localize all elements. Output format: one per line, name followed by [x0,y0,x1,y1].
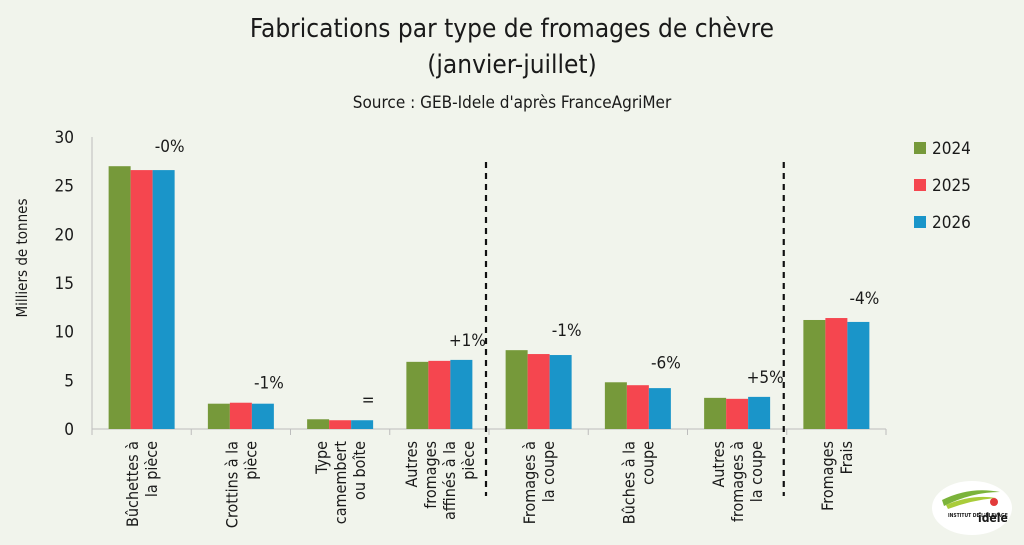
bar-annotation: -6% [651,353,681,373]
x-category-label: ou boîte [350,441,369,500]
bar-2024 [406,361,429,429]
x-category-label: Fromages [818,441,837,511]
y-tick-label: 5 [64,371,74,391]
bar-2026 [847,321,870,429]
legend-swatch-2025 [914,179,926,191]
bar-2025 [229,402,252,429]
x-category-label: Autres [402,441,421,488]
y-axis-label: Milliers de tonnes [13,199,31,318]
bar-2026 [152,170,175,430]
bar-2025 [428,360,451,429]
bar-2025 [329,420,352,429]
logo-name-text: idele [978,511,1008,525]
y-tick-label: 15 [55,274,74,294]
x-category-label: la coupe [747,441,766,502]
idele-logo: INSTITUT DE L'ÉLEVAGE idele [930,478,1014,538]
legend-swatch-2024 [914,142,926,154]
bar-2025 [130,170,153,430]
bar-annotation: = [362,390,375,410]
x-category-label: Type [312,441,331,475]
chart-subtitle: Source : GEB-Idele d'après FranceAgriMer [352,93,672,113]
bar-2026 [351,420,374,429]
y-tick-label: 10 [55,323,74,343]
bar-annotation: -4% [849,289,879,309]
legend-label: 2024 [932,139,971,159]
y-tick-label: 30 [55,128,74,148]
bar-2026 [251,403,274,429]
legend-label: 2025 [932,176,971,196]
bar-2025 [825,318,848,429]
x-category-label: Crottins à la [222,441,241,528]
x-category-label: Bûches à la [619,441,638,524]
bar-2024 [307,419,330,429]
bar-annotation: -1% [552,321,582,341]
logo-institute-text: INSTITUT DE L'ÉLEVAGE [948,511,1008,519]
bar-2026 [450,359,473,429]
bar-2025 [626,385,649,429]
bar-2024 [207,403,230,429]
bar-annotation: -0% [155,137,185,157]
x-category-label: Autres [709,441,728,488]
x-category-label: la pièce [142,441,161,497]
bar-annotation: -1% [254,374,284,394]
x-category-label: fromages à [728,441,747,522]
bar-annotation: +5% [747,368,784,388]
chart-title-period: (janvier-juillet) [427,50,597,80]
x-category-label: pièce [459,441,478,480]
x-category-label: camembert [331,441,350,525]
x-category-label: fromages [421,441,440,509]
x-category-label: la coupe [539,441,558,502]
bar-2024 [505,350,528,429]
bar-2026 [748,396,771,429]
bar-2024 [604,382,627,429]
bar-2026 [648,388,671,429]
x-category-label: affinés à la [440,441,459,520]
x-category-label: coupe [638,441,657,485]
legend-swatch-2026 [914,216,926,228]
y-tick-label: 25 [55,177,74,197]
y-tick-label: 0 [64,420,74,440]
legend-label: 2026 [932,213,971,233]
bar-2024 [108,166,131,429]
bar-annotation: +1% [449,331,486,351]
bar-2024 [704,397,727,429]
x-category-label: pièce [241,441,260,480]
x-category-label: Bûchettes à [123,441,142,527]
x-category-label: Fromages à [520,441,539,524]
bar-2024 [803,319,826,429]
chart-title: Fabrications par type de fromages de chè… [249,14,775,44]
bar-2026 [549,355,572,429]
bar-2025 [726,398,749,429]
y-tick-label: 20 [55,225,74,245]
x-category-label: Frais [837,441,856,474]
bar-2025 [527,354,550,429]
